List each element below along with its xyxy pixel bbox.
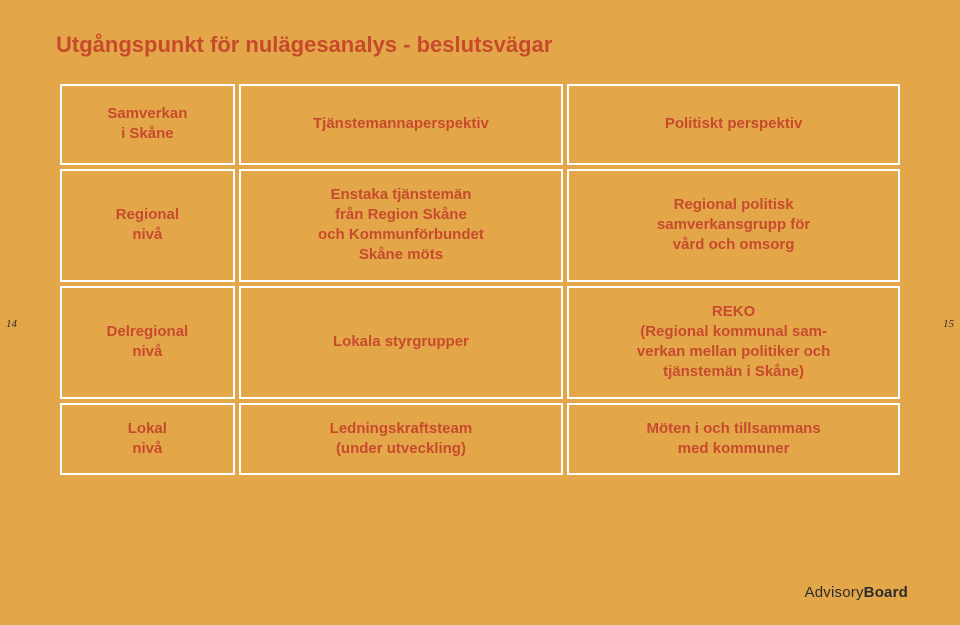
cell-regional-politiskt: Regional politisksamverkansgrupp förvård… [567,169,900,282]
decision-paths-table: Samverkani Skåne Tjänstemannaperspektiv … [56,80,904,479]
table-header-row: Samverkani Skåne Tjänstemannaperspektiv … [60,84,900,165]
col-header-samverkan: Samverkani Skåne [60,84,235,165]
logo-thin: Advisory [805,584,864,601]
cell-delregional-tjansteman: Lokala styrgrupper [239,286,563,399]
page-title: Utgångspunkt för nulägesanalys - besluts… [56,32,904,58]
table-row: Regionalnivå Enstaka tjänstemänfrån Regi… [60,169,900,282]
cell-lokal-tjansteman: Ledningskraftsteam(under utveckling) [239,403,563,476]
table-row: Delregionalnivå Lokala styrgrupper REKO(… [60,286,900,399]
page-number-right: 15 [943,318,954,330]
logo-bold: Board [864,584,908,601]
col-header-politiskt: Politiskt perspektiv [567,84,900,165]
table-row: Lokalnivå Ledningskraftsteam(under utvec… [60,403,900,476]
row-label-regional: Regionalnivå [60,169,235,282]
col-header-tjansteman: Tjänstemannaperspektiv [239,84,563,165]
advisoryboard-logo: AdvisoryBoard [805,584,908,601]
page-number-left: 14 [6,318,17,330]
cell-lokal-politiskt: Möten i och tillsammansmed kommuner [567,403,900,476]
row-label-lokal: Lokalnivå [60,403,235,476]
row-label-delregional: Delregionalnivå [60,286,235,399]
cell-delregional-politiskt: REKO(Regional kommunal sam-verkan mellan… [567,286,900,399]
cell-regional-tjansteman: Enstaka tjänstemänfrån Region Skåneoch K… [239,169,563,282]
